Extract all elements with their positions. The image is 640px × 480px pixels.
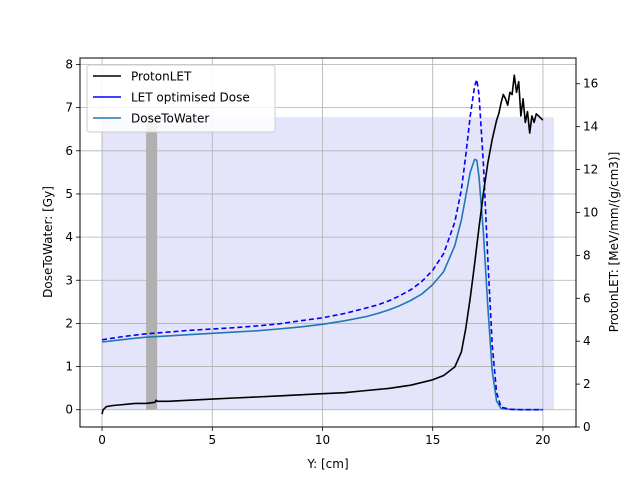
series-line-dosetowater: [101, 158, 543, 411]
y-left-tick-label: 3: [65, 273, 73, 287]
y-left-ticks: 0 1 2 3 4 5 6 7 8: [65, 57, 80, 417]
legend-label-let-optimised-dose: LET optimised Dose: [131, 91, 250, 105]
y-right-tick-label: 6: [583, 291, 591, 305]
y-left-tick-label: 7: [65, 101, 73, 115]
y-right-tick-label: 12: [583, 163, 598, 177]
legend: ProtonLET LET optimised Dose DoseToWater: [86, 64, 276, 133]
y-right-tick-label: 16: [583, 77, 598, 91]
y-right-ticks: 0 2 4 6 8 10 12 14 16: [576, 77, 598, 434]
shaded-region-0: [102, 117, 554, 410]
y-axis-label-left: DoseToWater: [Gy]: [41, 186, 55, 298]
x-tick-label: 5: [208, 433, 216, 447]
shaded-regions: [102, 117, 554, 410]
y-right-tick-label: 10: [583, 205, 598, 219]
x-tick-label: 20: [535, 433, 550, 447]
y-right-tick-label: 2: [583, 377, 591, 391]
x-tick-label: 10: [315, 433, 330, 447]
x-tick-label: 15: [425, 433, 440, 447]
y-left-tick-label: 8: [65, 57, 73, 71]
y-axis-label-right: ProtonLET: [MeV/mm/(g/cm3)]: [607, 152, 621, 333]
plot-frame: [79, 57, 577, 428]
y-left-tick-label: 5: [65, 187, 73, 201]
x-tick-label: 0: [98, 433, 106, 447]
series-line-let-optimised-dose: [101, 78, 543, 411]
y-left-tick-label: 1: [65, 360, 73, 374]
series-lines: [101, 74, 544, 415]
y-left-tick-label: 2: [65, 316, 73, 330]
y-left-tick-label: 0: [65, 403, 73, 417]
shaded-region-1: [146, 117, 158, 410]
y-left-tick-label: 6: [65, 144, 73, 158]
grid: [80, 58, 576, 427]
legend-label-dosetowater: DoseToWater: [131, 112, 209, 126]
y-right-tick-label: 0: [583, 420, 591, 434]
series-line-protonlet: [101, 74, 544, 415]
legend-box: [86, 64, 276, 133]
x-axis-label: Y: [cm]: [306, 457, 348, 471]
y-right-tick-label: 8: [583, 248, 591, 262]
y-left-tick-label: 4: [65, 230, 73, 244]
y-right-tick-label: 4: [583, 334, 591, 348]
legend-label-protonlet: ProtonLET: [131, 70, 192, 84]
y-right-tick-label: 14: [583, 120, 598, 134]
x-ticks: 0 5 10 15 20: [98, 427, 551, 447]
